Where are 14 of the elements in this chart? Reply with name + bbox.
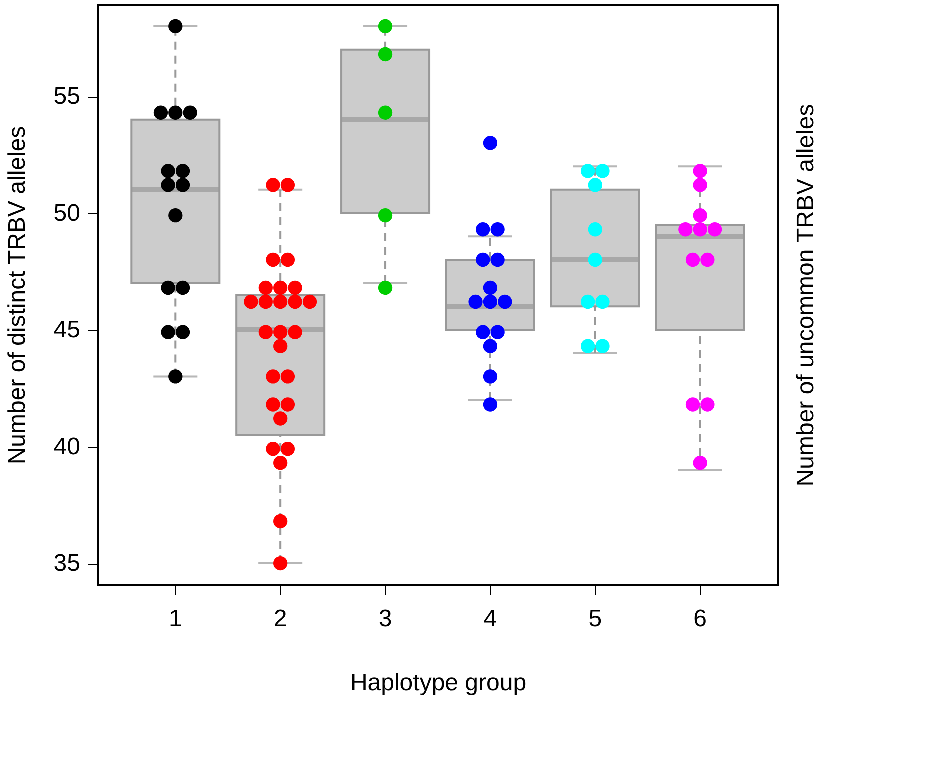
x-tick-label: 6 (694, 606, 708, 632)
y-tick-label: 45 (54, 316, 80, 344)
y-tick-label: 50 (54, 200, 80, 227)
y-tick-label: 35 (54, 550, 80, 578)
x-tick-label: 4 (484, 606, 498, 632)
x-axis-title: Haplotype group (350, 670, 527, 696)
x-tick-label: 3 (378, 606, 392, 632)
x-tick-label: 2 (274, 606, 288, 632)
y2-axis-title: Number of uncommon TRBV alleles (792, 104, 820, 487)
x-tick-label: 1 (168, 606, 182, 632)
y-tick-label: 55 (54, 83, 80, 110)
y-axis-title: Number of distinct TRBV alleles (4, 126, 31, 465)
x-tick-label: 5 (588, 606, 602, 632)
y-tick-label: 40 (54, 433, 80, 460)
